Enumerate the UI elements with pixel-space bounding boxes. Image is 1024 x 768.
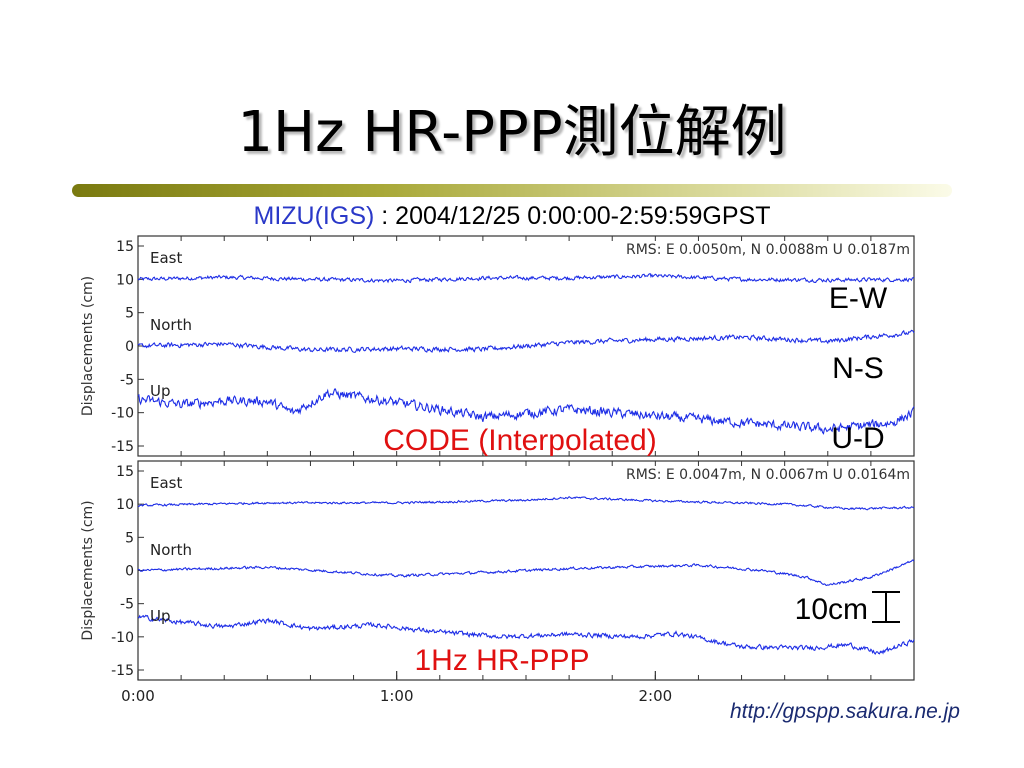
series-line-up bbox=[137, 614, 915, 655]
y-tick-label: 15 bbox=[116, 464, 134, 480]
source-url[interactable]: http://gpspp.sakura.ne.jp bbox=[730, 700, 960, 723]
series-label-north: North bbox=[150, 316, 192, 334]
y-axis-label: Displacements (cm) bbox=[80, 500, 96, 640]
rms-text: RMS: E 0.0047m, N 0.0067m U 0.0164m bbox=[626, 467, 910, 483]
panel-overlay-label: 1Hz HR-PPP bbox=[414, 644, 589, 677]
series-line-east bbox=[138, 495, 915, 511]
station-name: MIZU(IGS) bbox=[253, 202, 375, 230]
component-label-1: E-W bbox=[829, 282, 888, 315]
y-axis-label: Displacements (cm) bbox=[80, 276, 96, 416]
y-tick-label: 10 bbox=[116, 497, 134, 513]
component-label-3: U-D bbox=[831, 422, 884, 455]
series-line-east bbox=[137, 273, 915, 284]
chart-subtitle: MIZU(IGS) : 2004/12/25 0:00:00-2:59:59GP… bbox=[0, 200, 1024, 232]
y-tick-label: 10 bbox=[116, 272, 134, 288]
scale-bar-label: 10cm bbox=[795, 593, 868, 626]
time-range: : 2004/12/25 0:00:00-2:59:59GPST bbox=[374, 202, 771, 230]
series-label-up: Up bbox=[150, 607, 171, 625]
y-tick-label: 15 bbox=[116, 239, 134, 255]
series-line-north bbox=[137, 559, 915, 586]
series-label-up: Up bbox=[150, 382, 171, 400]
y-tick-label: -15 bbox=[111, 663, 134, 679]
series-label-east: East bbox=[150, 474, 182, 492]
title-divider bbox=[72, 184, 952, 197]
y-tick-label: -10 bbox=[111, 406, 134, 422]
y-tick-label: 5 bbox=[125, 530, 134, 546]
scale-bar bbox=[872, 591, 900, 623]
y-tick-label: -15 bbox=[111, 439, 134, 455]
y-tick-label: -5 bbox=[120, 597, 134, 613]
panel-overlay-label: CODE (Interpolated) bbox=[383, 424, 656, 457]
panel-2 bbox=[137, 460, 915, 681]
x-tick-label: 0:00 bbox=[121, 687, 155, 705]
panel-1 bbox=[137, 235, 915, 457]
y-tick-label: 5 bbox=[125, 306, 134, 322]
series-label-north: North bbox=[150, 541, 192, 559]
x-tick-label: 2:00 bbox=[638, 687, 672, 705]
component-label-2: N-S bbox=[832, 352, 884, 385]
y-tick-label: -5 bbox=[120, 372, 134, 388]
slide-title: 1Hz HR-PPP測位解例 bbox=[237, 100, 787, 165]
series-line-up bbox=[137, 388, 915, 435]
y-tick-label: 0 bbox=[125, 564, 134, 580]
y-tick-label: -10 bbox=[111, 630, 134, 646]
y-tick-label: 0 bbox=[125, 339, 134, 355]
rms-text: RMS: E 0.0050m, N 0.0088m U 0.0187m bbox=[626, 242, 910, 258]
series-line-north bbox=[137, 329, 915, 353]
x-tick-label: 1:00 bbox=[380, 687, 414, 705]
series-label-east: East bbox=[150, 249, 182, 267]
